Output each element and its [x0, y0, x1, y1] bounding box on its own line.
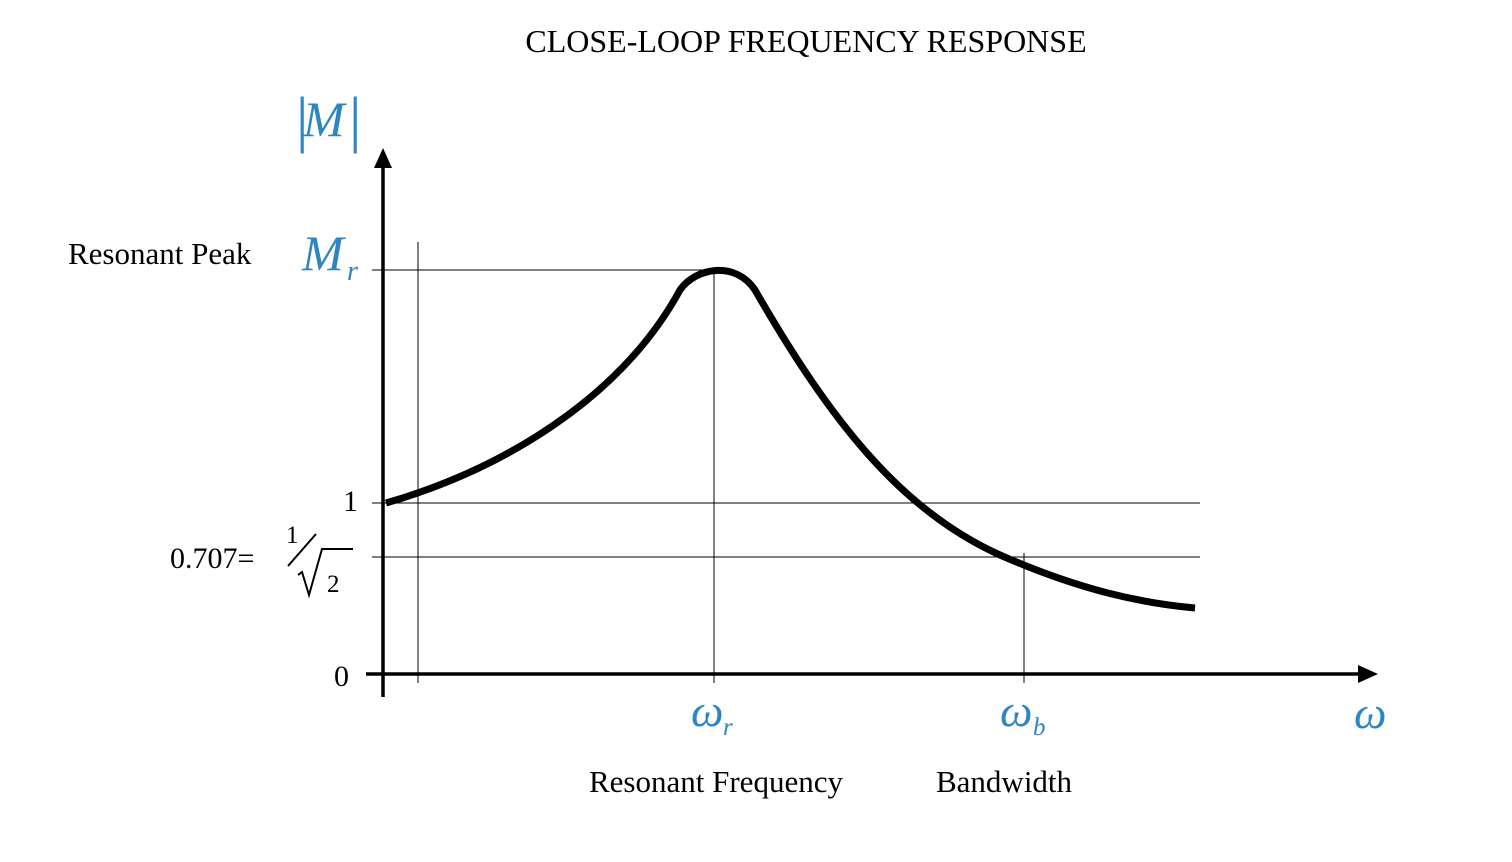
bandwidth-symbol: ω b — [1000, 685, 1046, 741]
resonant-frequency-symbol: ω r — [691, 685, 733, 741]
bandwidth-symbol-main: ω — [1000, 685, 1032, 736]
bandwidth-symbol-subscript: b — [1033, 714, 1046, 741]
cutoff-radical-sign — [297, 548, 353, 599]
response-curve — [385, 266, 1196, 612]
cutoff-numerator: 1 — [286, 522, 299, 549]
x-axis-label: ω — [1354, 687, 1386, 738]
resonant-frequency-symbol-main: ω — [691, 685, 723, 736]
peak-symbol: M r — [301, 225, 358, 287]
guide-lines — [372, 242, 1200, 683]
peak-symbol-subscript: r — [347, 256, 358, 287]
resonant-peak-label: Resonant Peak — [68, 236, 252, 271]
peak-symbol-main: M — [301, 225, 346, 281]
cutoff-fraction: 1 2 — [286, 522, 353, 599]
y-axis-label: | M | — [296, 86, 361, 154]
y-axis-arrowhead — [374, 148, 392, 168]
unity-level-label: 1 — [343, 485, 358, 518]
diagram-title: CLOSE-LOOP FREQUENCY RESPONSE — [525, 23, 1086, 59]
cutoff-denominator: 2 — [327, 571, 340, 598]
y-axis-label-symbol: M — [302, 91, 347, 147]
axes — [366, 165, 1362, 697]
cutoff-fraction-slash — [287, 533, 317, 567]
resonant-frequency-symbol-subscript: r — [723, 714, 733, 741]
bandwidth-label: Bandwidth — [936, 764, 1073, 799]
y-axis-label-left-bar: | — [296, 86, 308, 154]
x-axis-arrowhead — [1358, 665, 1378, 683]
resonant-frequency-label: Resonant Frequency — [589, 764, 843, 799]
zero-level-label: 0 — [334, 660, 349, 693]
cutoff-level-prefix: 0.707= — [170, 542, 254, 575]
y-axis-label-right-bar: | — [349, 86, 361, 154]
